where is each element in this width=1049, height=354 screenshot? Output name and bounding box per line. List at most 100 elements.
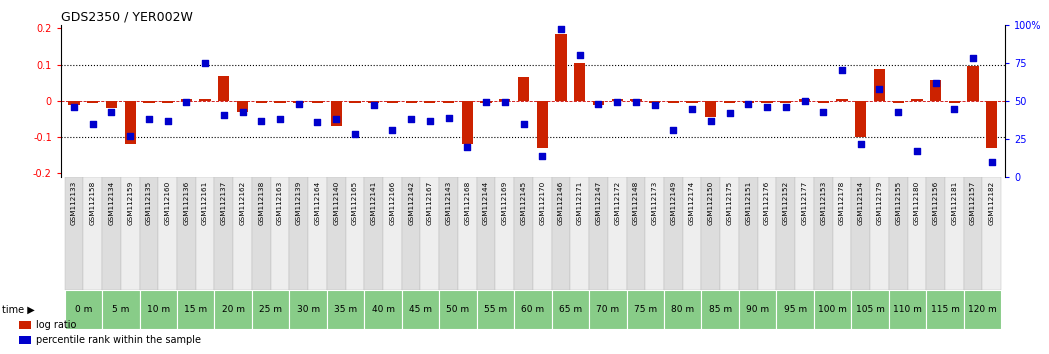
Point: [665, 127, 682, 133]
Bar: [668, 101, 679, 103]
Bar: [214, 177, 233, 290]
Point: [908, 148, 925, 154]
Point: [703, 118, 720, 124]
Bar: [537, 101, 548, 148]
Bar: [930, 80, 941, 101]
Bar: [552, 290, 590, 329]
Bar: [424, 101, 435, 103]
Text: GSM112140: GSM112140: [334, 181, 339, 225]
Bar: [852, 177, 870, 290]
Bar: [833, 177, 852, 290]
Bar: [476, 177, 495, 290]
Bar: [889, 290, 926, 329]
Bar: [893, 101, 904, 103]
Point: [627, 99, 644, 105]
Bar: [552, 177, 571, 290]
Text: GSM112180: GSM112180: [914, 181, 920, 225]
Text: GSM112134: GSM112134: [108, 181, 114, 225]
Point: [197, 60, 214, 66]
Bar: [799, 99, 810, 101]
Point: [459, 144, 476, 149]
Text: GSM112158: GSM112158: [89, 181, 95, 225]
Point: [103, 109, 120, 114]
Point: [777, 104, 794, 110]
Text: 55 m: 55 m: [484, 305, 507, 314]
Bar: [83, 177, 102, 290]
Text: 50 m: 50 m: [447, 305, 470, 314]
Bar: [948, 101, 960, 103]
Text: GSM112138: GSM112138: [258, 181, 264, 225]
Bar: [776, 177, 795, 290]
Bar: [926, 290, 964, 329]
Text: GSM112142: GSM112142: [408, 181, 414, 225]
Point: [853, 141, 870, 146]
Text: 40 m: 40 m: [371, 305, 394, 314]
Text: 60 m: 60 m: [521, 305, 544, 314]
Bar: [458, 177, 476, 290]
Bar: [664, 177, 683, 290]
Bar: [855, 101, 866, 137]
Text: GSM112139: GSM112139: [296, 181, 302, 225]
Point: [834, 68, 851, 73]
Bar: [364, 177, 383, 290]
Text: GSM112171: GSM112171: [577, 181, 583, 225]
Bar: [402, 290, 440, 329]
Text: 25 m: 25 m: [259, 305, 282, 314]
Bar: [795, 177, 814, 290]
Bar: [199, 99, 211, 101]
Text: GSM112165: GSM112165: [351, 181, 358, 225]
Bar: [645, 177, 664, 290]
Bar: [140, 177, 158, 290]
Text: GSM112153: GSM112153: [820, 181, 827, 225]
Bar: [480, 101, 492, 103]
Bar: [271, 177, 290, 290]
Text: GSM112151: GSM112151: [745, 181, 751, 225]
Text: GSM112167: GSM112167: [427, 181, 433, 225]
Bar: [65, 290, 102, 329]
Text: 110 m: 110 m: [893, 305, 922, 314]
Bar: [177, 290, 214, 329]
Text: GSM112141: GSM112141: [370, 181, 377, 225]
Bar: [626, 290, 664, 329]
Legend: log ratio, percentile rank within the sample: log ratio, percentile rank within the sa…: [16, 316, 205, 349]
Text: GSM112143: GSM112143: [446, 181, 452, 225]
Text: GSM112172: GSM112172: [614, 181, 620, 225]
Bar: [440, 290, 476, 329]
Text: 75 m: 75 m: [634, 305, 657, 314]
Bar: [780, 101, 791, 103]
Bar: [158, 177, 177, 290]
Point: [234, 109, 251, 114]
Point: [796, 98, 813, 104]
Bar: [402, 177, 421, 290]
Bar: [814, 177, 833, 290]
Bar: [983, 177, 1001, 290]
Bar: [738, 177, 757, 290]
Point: [591, 101, 607, 107]
Text: GSM112178: GSM112178: [839, 181, 845, 225]
Bar: [836, 99, 848, 101]
Bar: [218, 76, 230, 101]
Text: GSM112160: GSM112160: [165, 181, 171, 225]
Bar: [387, 101, 398, 103]
Bar: [907, 177, 926, 290]
Text: GSM112174: GSM112174: [689, 181, 695, 225]
Bar: [368, 101, 380, 103]
Point: [159, 118, 176, 124]
Point: [441, 115, 457, 120]
Bar: [912, 99, 922, 101]
Bar: [514, 177, 533, 290]
Bar: [571, 177, 590, 290]
Text: 30 m: 30 m: [297, 305, 320, 314]
Bar: [986, 101, 998, 148]
Bar: [233, 177, 252, 290]
Text: 35 m: 35 m: [334, 305, 357, 314]
Bar: [874, 69, 885, 101]
Bar: [196, 177, 214, 290]
Text: 65 m: 65 m: [559, 305, 582, 314]
Point: [722, 110, 738, 116]
Bar: [612, 99, 623, 101]
Bar: [312, 101, 323, 103]
Bar: [555, 34, 566, 101]
Text: GSM112136: GSM112136: [184, 181, 190, 225]
Point: [740, 101, 756, 107]
